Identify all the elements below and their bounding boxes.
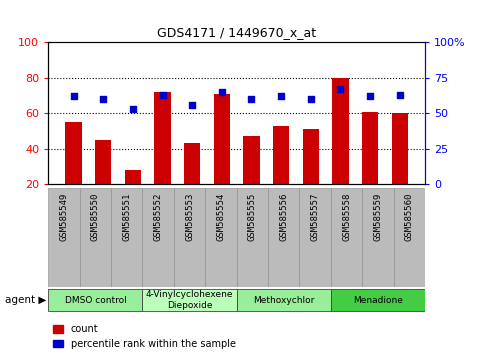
Bar [362, 112, 378, 184]
Text: GSM585549: GSM585549 [59, 193, 69, 241]
Bar [48, 289, 142, 311]
Bar [362, 188, 394, 287]
Text: Menadione: Menadione [353, 296, 403, 304]
Text: Methoxychlor: Methoxychlor [253, 296, 314, 304]
Bar [331, 188, 362, 287]
Bar [299, 188, 331, 287]
Point [337, 86, 344, 92]
Title: GDS4171 / 1449670_x_at: GDS4171 / 1449670_x_at [157, 25, 316, 39]
Bar [184, 143, 200, 184]
Point [218, 89, 226, 95]
Bar [213, 94, 230, 184]
Bar [268, 188, 299, 287]
Text: GSM585557: GSM585557 [311, 193, 320, 241]
Bar [80, 188, 111, 287]
Point [159, 92, 167, 98]
Point [366, 93, 374, 99]
Text: GSM585552: GSM585552 [154, 193, 163, 241]
Point [129, 106, 137, 112]
Bar [111, 188, 142, 287]
Point [396, 92, 404, 98]
Point [70, 93, 77, 99]
Bar [142, 188, 174, 287]
Point [277, 93, 285, 99]
Point [188, 102, 196, 108]
Bar [95, 140, 112, 184]
Text: GSM585554: GSM585554 [216, 193, 226, 241]
Text: GSM585560: GSM585560 [405, 193, 414, 241]
Point [307, 96, 314, 102]
Bar [155, 92, 170, 184]
Bar [331, 289, 425, 311]
Point [99, 96, 107, 102]
Bar [243, 136, 260, 184]
Text: GSM585556: GSM585556 [279, 193, 288, 241]
Point [248, 96, 256, 102]
Bar [394, 188, 425, 287]
Legend: count, percentile rank within the sample: count, percentile rank within the sample [53, 324, 236, 349]
Text: agent ▶: agent ▶ [5, 295, 46, 305]
Bar [65, 122, 82, 184]
Text: 4-Vinylcyclohexene
Diepoxide: 4-Vinylcyclohexene Diepoxide [146, 290, 233, 310]
Text: GSM585550: GSM585550 [91, 193, 100, 241]
Text: GSM585553: GSM585553 [185, 193, 194, 241]
Bar [332, 78, 349, 184]
Bar [174, 188, 205, 287]
Text: GSM585551: GSM585551 [122, 193, 131, 241]
Bar [303, 129, 319, 184]
Bar [125, 170, 141, 184]
Bar [273, 126, 289, 184]
Bar [392, 113, 408, 184]
Text: DMSO control: DMSO control [65, 296, 126, 304]
Bar [237, 188, 268, 287]
Bar [142, 289, 237, 311]
Bar [237, 289, 331, 311]
Text: GSM585558: GSM585558 [342, 193, 351, 241]
Text: GSM585555: GSM585555 [248, 193, 257, 241]
Bar [48, 188, 80, 287]
Text: GSM585559: GSM585559 [373, 193, 383, 241]
Bar [205, 188, 237, 287]
